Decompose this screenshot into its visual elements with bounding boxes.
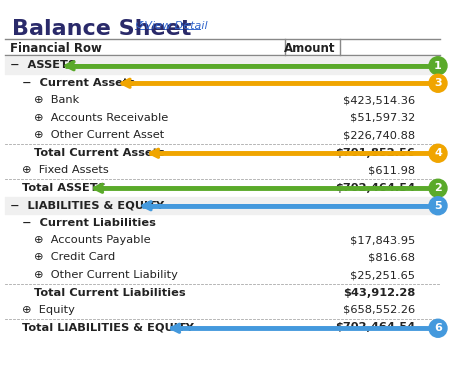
Circle shape	[429, 74, 447, 92]
Text: $701,852.56: $701,852.56	[335, 148, 415, 157]
Text: Total Current Liabilities: Total Current Liabilities	[34, 288, 186, 298]
Text: ⊕  Other Current Liability: ⊕ Other Current Liability	[34, 270, 178, 280]
Text: 3: 3	[434, 78, 442, 88]
Text: $702,464.54: $702,464.54	[335, 323, 415, 333]
Text: Amount: Amount	[284, 42, 336, 55]
Text: ⊕  Accounts Payable: ⊕ Accounts Payable	[34, 235, 150, 245]
Circle shape	[429, 319, 447, 337]
Text: Total Current Assets: Total Current Assets	[34, 148, 165, 157]
Text: 4: 4	[434, 148, 442, 158]
Text: −  Current Assets: − Current Assets	[22, 77, 135, 87]
Text: ⊕  Equity: ⊕ Equity	[22, 305, 75, 315]
Text: ↺View Detail: ↺View Detail	[135, 21, 207, 31]
Text: −  LIABILITIES & EQUITY: − LIABILITIES & EQUITY	[10, 200, 164, 210]
Text: $423,514.36: $423,514.36	[343, 95, 415, 105]
Text: $17,843.95: $17,843.95	[350, 235, 415, 245]
Text: Balance Sheet: Balance Sheet	[12, 19, 191, 39]
Text: $25,251.65: $25,251.65	[350, 270, 415, 280]
Text: ⊕  Accounts Receivable: ⊕ Accounts Receivable	[34, 112, 168, 122]
Text: 6: 6	[434, 323, 442, 333]
Text: $43,912.28: $43,912.28	[343, 288, 415, 298]
Text: $226,740.88: $226,740.88	[343, 130, 415, 140]
Circle shape	[429, 179, 447, 197]
Text: 2: 2	[434, 183, 442, 193]
Circle shape	[429, 57, 447, 75]
Text: Financial Row: Financial Row	[10, 42, 102, 55]
Text: Total ASSETS: Total ASSETS	[22, 183, 106, 192]
Circle shape	[429, 197, 447, 215]
Text: Total LIABILITIES & EQUITY: Total LIABILITIES & EQUITY	[22, 323, 194, 333]
Text: ⊕  Credit Card: ⊕ Credit Card	[34, 253, 115, 263]
Text: −  Current Liabilities: − Current Liabilities	[22, 218, 156, 228]
Text: ⊕  Other Current Asset: ⊕ Other Current Asset	[34, 130, 164, 140]
Text: 1: 1	[434, 61, 442, 71]
Text: ⊕  Fixed Assets: ⊕ Fixed Assets	[22, 165, 109, 175]
Text: 5: 5	[434, 201, 442, 211]
Text: $611.98: $611.98	[368, 165, 415, 175]
Circle shape	[429, 144, 447, 162]
Text: $51,597.32: $51,597.32	[350, 112, 415, 122]
Text: $702,464.54: $702,464.54	[335, 183, 415, 192]
Text: $658,552.26: $658,552.26	[343, 305, 415, 315]
Text: ⊕  Bank: ⊕ Bank	[34, 95, 79, 105]
Text: $816.68: $816.68	[368, 253, 415, 263]
Text: −  ASSETS: − ASSETS	[10, 60, 76, 70]
